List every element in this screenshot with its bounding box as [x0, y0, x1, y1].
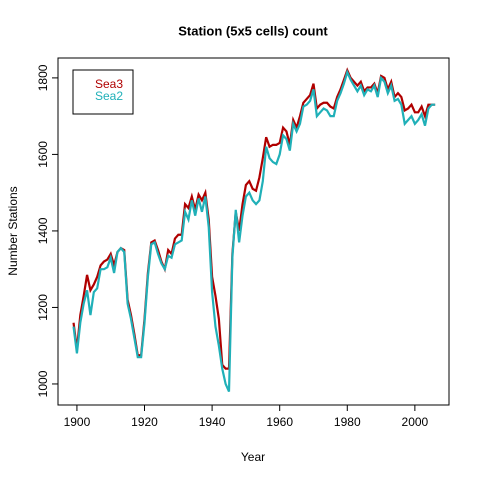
x-tick-label: 1920 — [131, 415, 158, 429]
y-tick-label: 1800 — [36, 64, 50, 91]
x-axis-label: Year — [241, 450, 265, 464]
chart-title: Station (5x5 cells) count — [178, 23, 328, 38]
y-axis-label: Number Stations — [6, 186, 20, 275]
x-tick-label: 1980 — [334, 415, 361, 429]
y-tick-label: 1000 — [36, 370, 50, 397]
x-tick-label: 2000 — [402, 415, 429, 429]
y-tick-label: 1200 — [36, 294, 50, 321]
y-tick-label: 1600 — [36, 141, 50, 168]
plot-frame — [57, 57, 450, 406]
legend-label: Sea3 — [95, 77, 123, 91]
x-tick-label: 1940 — [199, 415, 226, 429]
x-tick-label: 1960 — [266, 415, 293, 429]
series-line — [72, 68, 436, 393]
legend-box — [72, 69, 134, 115]
legend-label: Sea2 — [95, 89, 123, 103]
x-tick-label: 1900 — [64, 415, 91, 429]
series-line — [72, 67, 436, 370]
y-tick-label: 1400 — [36, 217, 50, 244]
